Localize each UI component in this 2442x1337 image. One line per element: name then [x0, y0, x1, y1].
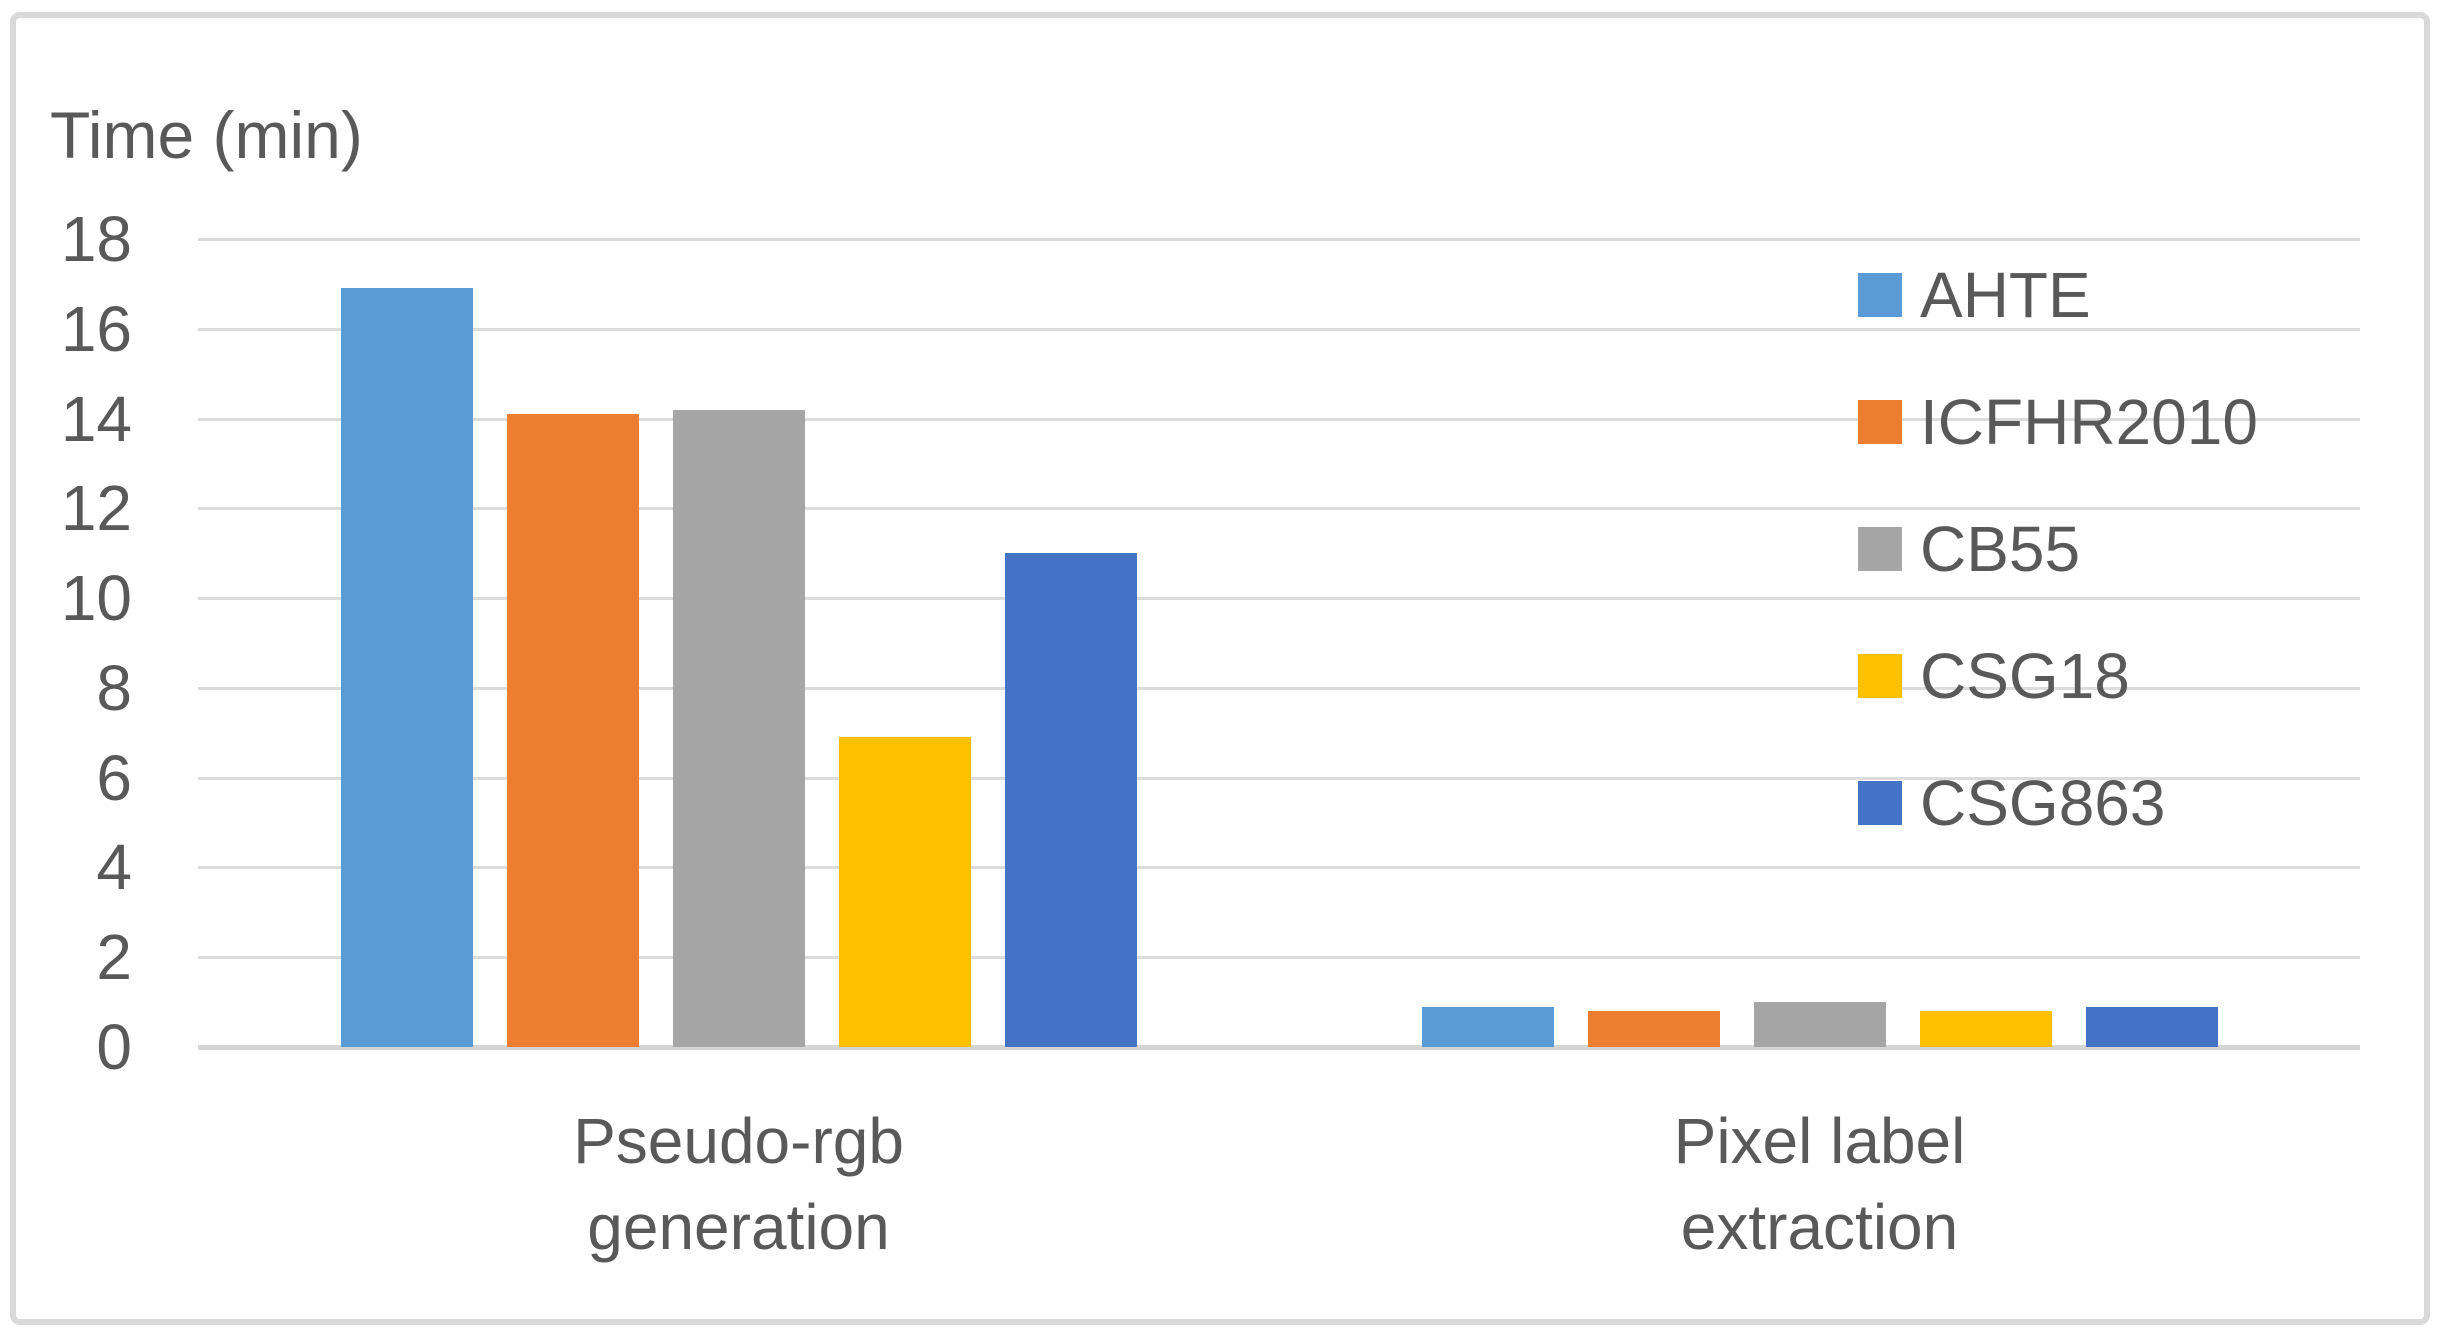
legend-label: AHTE	[1920, 259, 2091, 331]
y-tick-label: 18	[60, 203, 132, 275]
gridline	[198, 777, 2360, 780]
legend-swatch-icon	[1858, 781, 1902, 825]
gridline	[198, 866, 2360, 869]
legend-item-csg18: CSG18	[1858, 639, 2258, 713]
y-tick-label: 6	[96, 742, 132, 814]
y-tick-label: 0	[96, 1011, 132, 1083]
category-axis-labels: Pseudo-rgb generation Pixel label extract…	[198, 1098, 2360, 1270]
legend-label: ICFHR2010	[1920, 386, 2258, 458]
category-label: Pixel label extraction	[1673, 1105, 1966, 1263]
bar-csg18-category-2	[1919, 1011, 2052, 1047]
bar-cb55-category-2	[1753, 1002, 1886, 1047]
bar-icfhr2010-category-2	[1587, 1011, 1720, 1047]
y-tick-label: 14	[60, 383, 132, 455]
legend-item-icfhr2010: ICFHR2010	[1858, 385, 2258, 459]
gridline	[198, 597, 2360, 600]
gridline	[198, 956, 2360, 959]
bar-group-1	[198, 239, 1279, 1047]
bar-ahte-category-2	[1421, 1006, 1554, 1047]
legend-item-cb55: CB55	[1858, 512, 2258, 586]
bar-icfhr2010-category-1	[506, 414, 639, 1047]
legend-item-ahte: AHTE	[1858, 258, 2258, 332]
gridline	[198, 328, 2360, 331]
x-axis-line	[198, 1045, 2360, 1050]
y-tick-label: 4	[96, 831, 132, 903]
gridline	[198, 238, 2360, 241]
legend: AHTE ICFHR2010 CB55 CSG18 CSG863	[1858, 258, 2258, 840]
bar-csg18-category-1	[838, 737, 971, 1047]
y-tick-label: 2	[96, 921, 132, 993]
gridline	[198, 687, 2360, 690]
category-label: Pseudo-rgb generation	[573, 1105, 904, 1263]
legend-swatch-icon	[1858, 400, 1902, 444]
y-tick-label: 8	[96, 652, 132, 724]
legend-label: CB55	[1920, 513, 2081, 585]
y-tick-label: 16	[60, 293, 132, 365]
legend-label: CSG863	[1920, 767, 2166, 839]
bar-ahte-category-1	[340, 288, 473, 1047]
gridline	[198, 507, 2360, 510]
bar-csg863-category-1	[1004, 553, 1137, 1047]
legend-swatch-icon	[1858, 654, 1902, 698]
gridline	[198, 418, 2360, 421]
bar-csg863-category-2	[2085, 1006, 2218, 1047]
y-tick-label: 12	[60, 472, 132, 544]
legend-swatch-icon	[1858, 527, 1902, 571]
plot-area	[198, 238, 2360, 1050]
y-tick-label: 10	[60, 562, 132, 634]
bar-cb55-category-1	[672, 409, 805, 1047]
legend-item-csg863: CSG863	[1858, 766, 2258, 840]
legend-swatch-icon	[1858, 273, 1902, 317]
bar-group-2	[1279, 239, 2360, 1047]
y-axis-title: Time (min)	[50, 98, 363, 172]
legend-label: CSG18	[1920, 640, 2130, 712]
